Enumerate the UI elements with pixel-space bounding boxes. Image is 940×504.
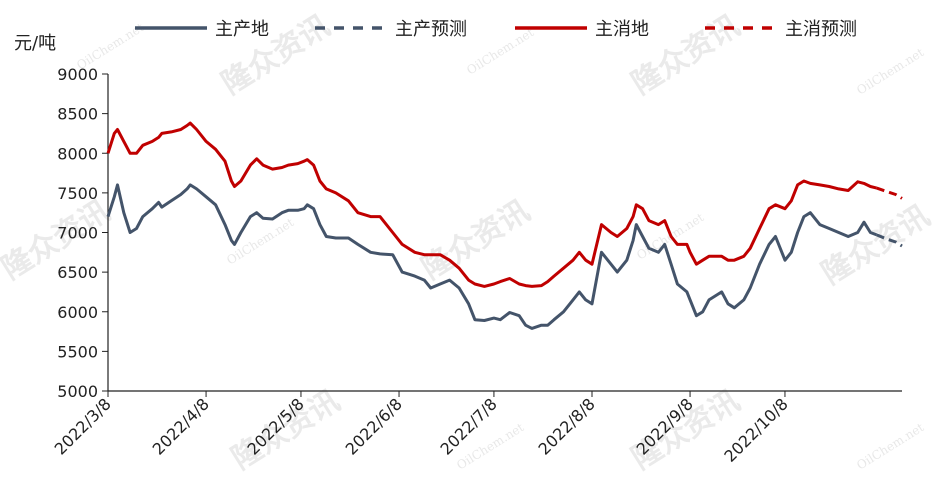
y-tick-label: 6500 <box>57 263 98 282</box>
x-tick-label: 2022/6/8 <box>342 394 406 458</box>
y-tick-label: 8000 <box>57 144 98 163</box>
y-axis: 5000 5500 6000 6500 7000 7500 8000 8500 9000 <box>57 65 109 401</box>
y-axis-unit-label: 元/吨 <box>14 33 56 54</box>
series-line-0 <box>106 183 878 330</box>
series-line-2 <box>106 121 878 288</box>
chart-legend: 主产地 主产预测 主消地 主消预测 <box>135 19 857 40</box>
watermark-site: OilChem.net <box>854 420 926 472</box>
watermark-site: OilChem.net <box>854 45 926 97</box>
y-tick-label: 7500 <box>57 184 98 203</box>
y-tick-label: 5000 <box>57 382 98 401</box>
legend-label-2: 主消地 <box>595 19 649 40</box>
legend-label-0: 主产地 <box>215 19 269 40</box>
y-tick-label: 6000 <box>57 303 98 322</box>
series-line-1 <box>876 233 903 248</box>
watermark-brand: 隆众资讯 <box>816 199 936 292</box>
watermark-brand: 隆众资讯 <box>416 194 536 287</box>
series-line-3 <box>876 186 903 200</box>
series-layer <box>106 121 903 330</box>
y-tick-label: 5500 <box>57 342 98 361</box>
x-tick-label: 2022/3/8 <box>51 394 115 458</box>
watermark-brand: 隆众资讯 <box>226 384 346 477</box>
y-tick-label: 8500 <box>57 105 98 124</box>
legend-label-3: 主消预测 <box>785 19 857 40</box>
y-tick-label: 9000 <box>57 65 98 84</box>
legend-label-1: 主产预测 <box>395 19 467 40</box>
x-tick-label: 2022/4/8 <box>149 394 213 458</box>
watermark-site: OilChem.net <box>464 25 536 77</box>
y-tick-label: 7000 <box>57 224 98 243</box>
x-tick-label: 2022/8/8 <box>535 394 599 458</box>
